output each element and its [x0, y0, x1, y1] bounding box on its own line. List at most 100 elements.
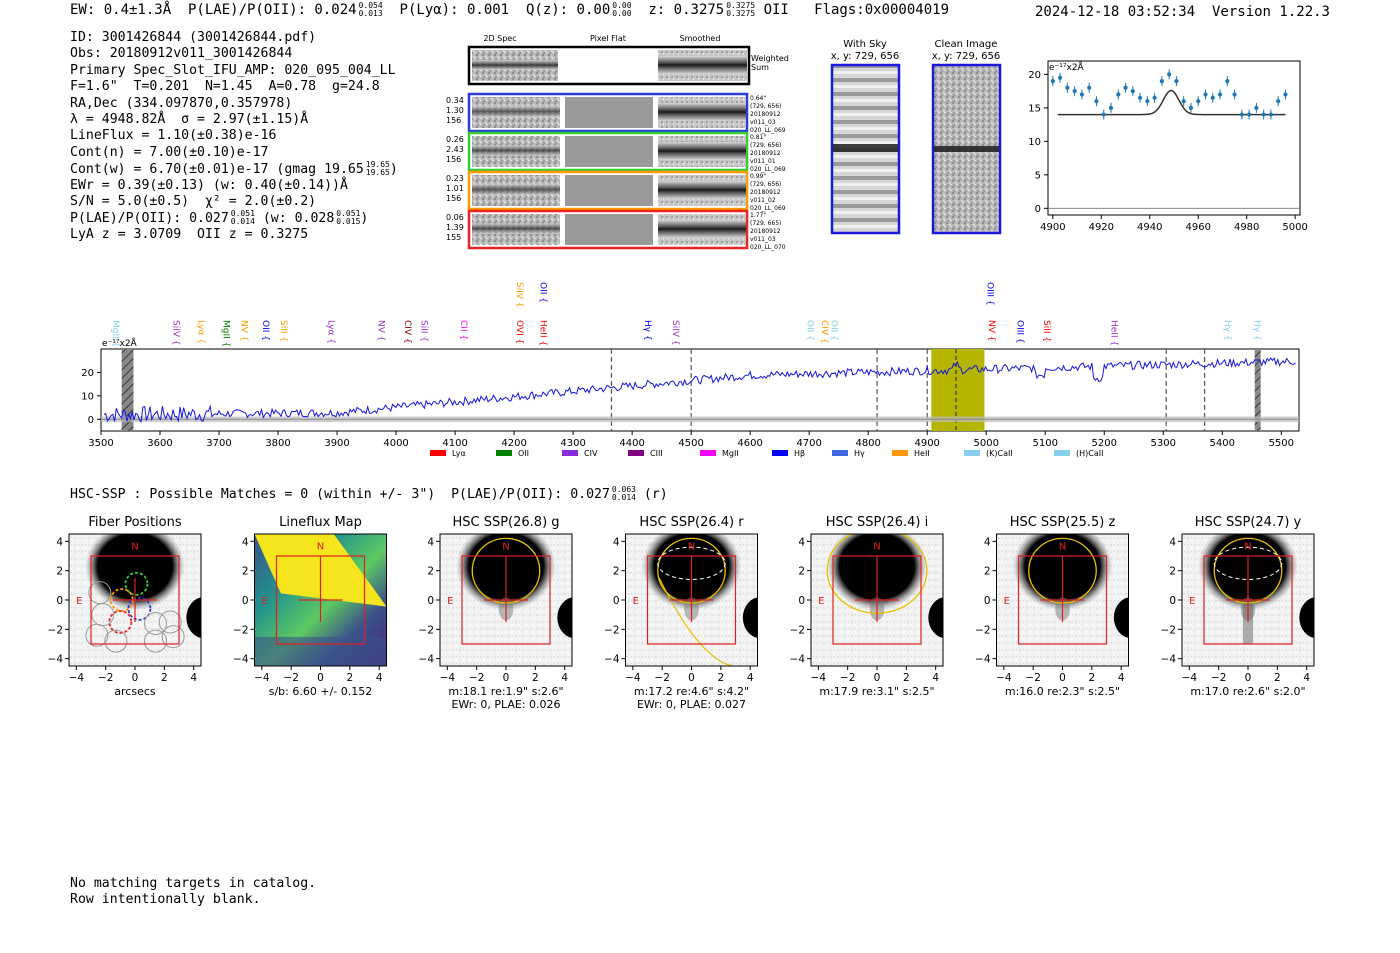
spectrum-xtick-label: 5000	[973, 438, 998, 449]
zoom-ytick-label: 5	[1035, 170, 1041, 181]
panel-xtick-label: −4	[440, 672, 456, 684]
spectrum-line-label: CIV {	[819, 320, 829, 344]
zoom-xtick-label: 5000	[1282, 222, 1307, 233]
zoom-data-point	[1174, 78, 1179, 84]
panel-xtick-label: 4	[1303, 672, 1310, 684]
spectrum-line-label-text: SiIV {	[514, 282, 524, 308]
zoom-xtick-label: 4940	[1137, 222, 1162, 233]
spectrum-line-label: OIII {	[1014, 320, 1024, 344]
cutout-row-stat: 0.34	[446, 96, 464, 105]
info-redshifts: LyA z = 3.0709 OII z = 0.3275	[70, 226, 309, 242]
cutout-row-meta: 1.77"	[750, 212, 766, 219]
panel-ytick-label: 0	[613, 595, 620, 607]
dashed-ellipse	[1213, 546, 1283, 580]
panel-ytick-label: 2	[56, 566, 63, 578]
zoom-data-point	[1065, 85, 1070, 90]
spectrum-xtick-label: 3900	[324, 438, 349, 449]
cutout-row-stat: 1.30	[446, 106, 464, 115]
spectrum-line-label-text: SiIV {	[171, 320, 181, 346]
spectrum-line-label: SiIV {	[670, 320, 680, 346]
panel-title: HSC SSP(26.4) r	[639, 515, 744, 530]
panel-xtick-label: 0	[1245, 672, 1252, 684]
zoom-data-point	[1261, 112, 1266, 117]
header-qz-bounds: 0.00 0.00	[612, 1, 632, 18]
panel-xtick-label: 4	[1118, 672, 1125, 684]
info-lambda: λ = 4948.82Å σ = 2.97(±1.15)Å	[70, 111, 309, 127]
zoom-data-point	[1276, 99, 1281, 104]
spectrum-line-label: MgII {	[221, 320, 231, 347]
footer-line-1: No matching targets in catalog.	[70, 876, 317, 891]
north-label: N	[1059, 541, 1066, 552]
cutout-row-meta: 20180912	[750, 150, 781, 157]
panel-ytick-label: −2	[604, 624, 619, 636]
spectrum-line-label: HeII {	[538, 320, 548, 346]
cutout-2dspec-trace	[472, 145, 560, 156]
panel-xtick-label: 0	[688, 672, 695, 684]
legend-swatch	[892, 450, 908, 456]
zoom-data-point	[1283, 92, 1288, 97]
spectrum-line-label-text: OII {	[538, 282, 548, 303]
legend-label: Lyα	[452, 449, 466, 458]
panel-caption: EWr: 0, PLAE: 0.026	[451, 698, 560, 711]
cutout-row-stat: 156	[446, 194, 461, 203]
panel-ytick-label: 2	[798, 566, 805, 578]
spectrum-masked-region	[121, 349, 134, 431]
zoom-ylabel: e⁻¹⁷x2Å	[1049, 61, 1085, 73]
zoom-data-point	[1094, 99, 1099, 104]
legend-label: Hγ	[854, 449, 865, 458]
panel-ytick-label: 2	[242, 566, 249, 578]
fiber-circle	[158, 610, 182, 634]
zoom-xtick-label: 4980	[1234, 222, 1259, 233]
spectrum-line-label-text: CII {	[458, 320, 468, 340]
spectrum-xtick-label: 3800	[265, 438, 290, 449]
info-plae: P(LAE)/P(OII): 0.027 0.051 0.014 (w: 0.028…	[70, 209, 369, 227]
spectrum-line-label-text: SiII {	[1041, 320, 1051, 342]
header-plya-qz: P(Lyα): 0.001 Q(z): 0.00	[382, 2, 611, 18]
spectrum-xtick-label: 4600	[737, 438, 762, 449]
panel-xtick-label: 0	[317, 672, 324, 684]
legend-label: HeII	[914, 449, 930, 458]
spectrum-line-label: Lyα {	[195, 320, 205, 344]
spectrum-xtick-label: 5400	[1210, 438, 1235, 449]
fiber-circle	[161, 625, 185, 649]
cutout-row-meta: 020_LL_069	[750, 166, 786, 173]
east-label: E	[818, 596, 824, 607]
panel-ytick-label: 0	[984, 595, 991, 607]
panel-ytick-label: 4	[242, 536, 249, 548]
cutout-2dspec-trace	[472, 106, 560, 117]
panel-ytick-label: 0	[1169, 595, 1176, 607]
spectrum-line-label-text: NV {	[238, 320, 248, 341]
panel-xtick-label: −4	[1182, 672, 1198, 684]
zoom-data-point	[1159, 78, 1164, 84]
panel-ytick-label: −2	[419, 624, 434, 636]
info-sn: S/N = 5.0(±0.5) χ² = 2.0(±0.2)	[70, 193, 317, 209]
zoom-data-point	[1217, 92, 1223, 97]
spectrum-line-label-text: SiIV {	[670, 320, 680, 346]
sky-clean-panels: With Sky x, y: 729, 656 Clean Image x, y…	[831, 39, 1002, 235]
cutout-row-stat: 155	[446, 233, 461, 242]
zoom-xtick-label: 4920	[1089, 222, 1114, 233]
panel-ytick-label: −4	[975, 654, 991, 666]
cutout-2dspec-trace	[472, 223, 560, 234]
legend-swatch	[700, 450, 716, 456]
panel-xtick-label: 2	[903, 672, 910, 684]
fiber-circle	[144, 629, 168, 653]
east-label: E	[262, 596, 268, 607]
spectrum-line-label-text: OII {	[804, 320, 814, 341]
aperture-arc	[658, 577, 733, 666]
spectrum-xtick-label: 4000	[383, 438, 408, 449]
spectrum-line-label: MgII {	[110, 320, 120, 347]
cutout-row-stat: 1.39	[446, 223, 464, 232]
full-spectrum-chart: e⁻¹⁷x2Å 3500 3600 3700 3800 3900 4000 4100 4200…	[81, 282, 1300, 458]
legend-label: OII	[518, 449, 529, 458]
panel-xtick-label: 2	[346, 672, 353, 684]
panel-ytick-label: 2	[613, 566, 620, 578]
zoom-data-point	[1188, 105, 1194, 110]
panel-xtick-label: −2	[1025, 672, 1040, 684]
spectrum-xtick-label: 4100	[442, 438, 467, 449]
zoom-data-point	[1254, 105, 1259, 110]
panel-xtick-label: −4	[625, 672, 641, 684]
panel-ytick-label: 2	[984, 566, 991, 578]
spectrum-line-label-text: Hγ {	[1252, 320, 1262, 341]
